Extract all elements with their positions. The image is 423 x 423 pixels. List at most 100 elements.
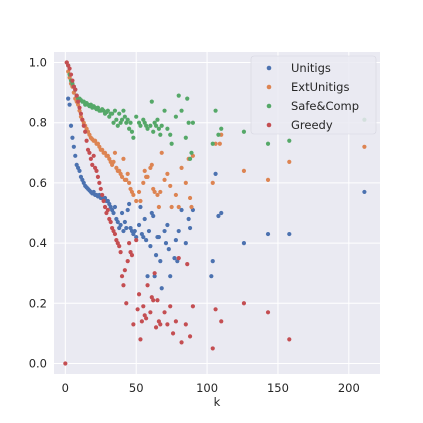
point-safe-comp [176,93,181,98]
point-greedy [176,256,181,261]
point-unitigs [165,222,170,228]
point-safe-comp [138,123,143,128]
point-extunitigs [179,165,184,170]
point-safe-comp [179,108,184,113]
point-greedy [219,319,224,324]
point-greedy [125,259,130,264]
y-tick-label: 0.2 [29,296,47,310]
point-greedy [213,307,218,312]
point-extunitigs [119,174,125,179]
point-greedy [153,325,159,330]
point-safe-comp [210,141,215,146]
y-tick-label: 1.0 [29,56,47,70]
point-unitigs [216,213,221,219]
point-unitigs [151,213,156,219]
point-greedy [148,310,153,315]
point-unitigs [73,153,78,158]
point-safe-comp [129,129,135,134]
point-extunitigs [162,177,167,182]
x-tick-label: 150 [267,381,289,395]
legend-marker [266,84,272,90]
point-unitigs [287,231,292,237]
point-extunitigs [187,195,193,201]
point-safe-comp [115,123,120,128]
y-tick-label: 0.0 [29,356,47,370]
point-extunitigs [165,171,170,176]
point-unitigs [179,207,184,213]
point-extunitigs [158,189,163,195]
point-greedy [63,361,68,366]
x-tick-label: 100 [196,381,218,395]
point-safe-comp [183,135,188,140]
point-extunitigs [124,177,129,182]
point-extunitigs [155,192,160,198]
point-greedy [121,283,126,288]
point-extunitigs [138,198,143,204]
point-extunitigs [169,204,174,210]
point-unitigs [187,225,193,231]
point-greedy [118,250,123,255]
point-unitigs [209,274,214,279]
point-safe-comp [187,156,193,161]
point-greedy [78,111,84,116]
point-extunitigs [189,204,194,210]
point-unitigs [68,123,74,128]
point-safe-comp [121,108,126,113]
point-safe-comp [128,120,133,125]
point-safe-comp [165,126,170,131]
point-greedy [83,129,88,134]
point-greedy [187,334,193,339]
point-safe-comp [117,111,122,116]
point-safe-comp [119,117,125,122]
point-greedy [165,322,170,327]
point-unitigs [173,237,178,243]
point-greedy [102,204,108,210]
point-unitigs [71,144,76,149]
data-points [63,60,367,366]
point-safe-comp [153,123,159,128]
point-extunitigs [210,180,215,186]
point-safe-comp [213,108,218,113]
point-unitigs [162,228,167,234]
point-extunitigs [168,183,173,189]
point-unitigs [159,286,164,291]
point-safe-comp [122,114,127,119]
point-unitigs [121,228,126,234]
point-unitigs [172,256,177,261]
point-greedy [70,78,75,83]
point-safe-comp [173,114,178,119]
point-unitigs [213,171,218,176]
point-unitigs [119,210,125,216]
point-greedy [105,207,110,213]
point-greedy [87,150,92,155]
point-safe-comp [151,129,156,134]
point-extunitigs [125,171,130,176]
point-greedy [155,298,160,303]
point-greedy [144,316,149,321]
point-greedy [91,153,96,158]
point-unitigs [265,231,271,237]
point-extunitigs [362,144,367,149]
point-safe-comp [241,129,247,134]
point-extunitigs [159,150,164,155]
x-tick-label: 0 [62,381,69,395]
point-greedy [68,72,74,77]
point-unitigs [144,237,149,243]
point-greedy [241,301,247,306]
point-unitigs [148,244,153,249]
point-extunitigs [176,204,181,210]
point-unitigs [134,234,139,240]
point-unitigs [125,207,130,213]
point-extunitigs [112,150,118,155]
point-safe-comp [159,123,164,128]
point-greedy [210,346,215,351]
point-unitigs [124,225,129,231]
point-greedy [136,292,142,297]
point-greedy [131,322,136,327]
point-greedy [151,298,156,303]
point-unitigs [111,210,116,216]
point-extunitigs [152,189,157,195]
point-greedy [129,253,135,258]
point-greedy [94,168,99,173]
